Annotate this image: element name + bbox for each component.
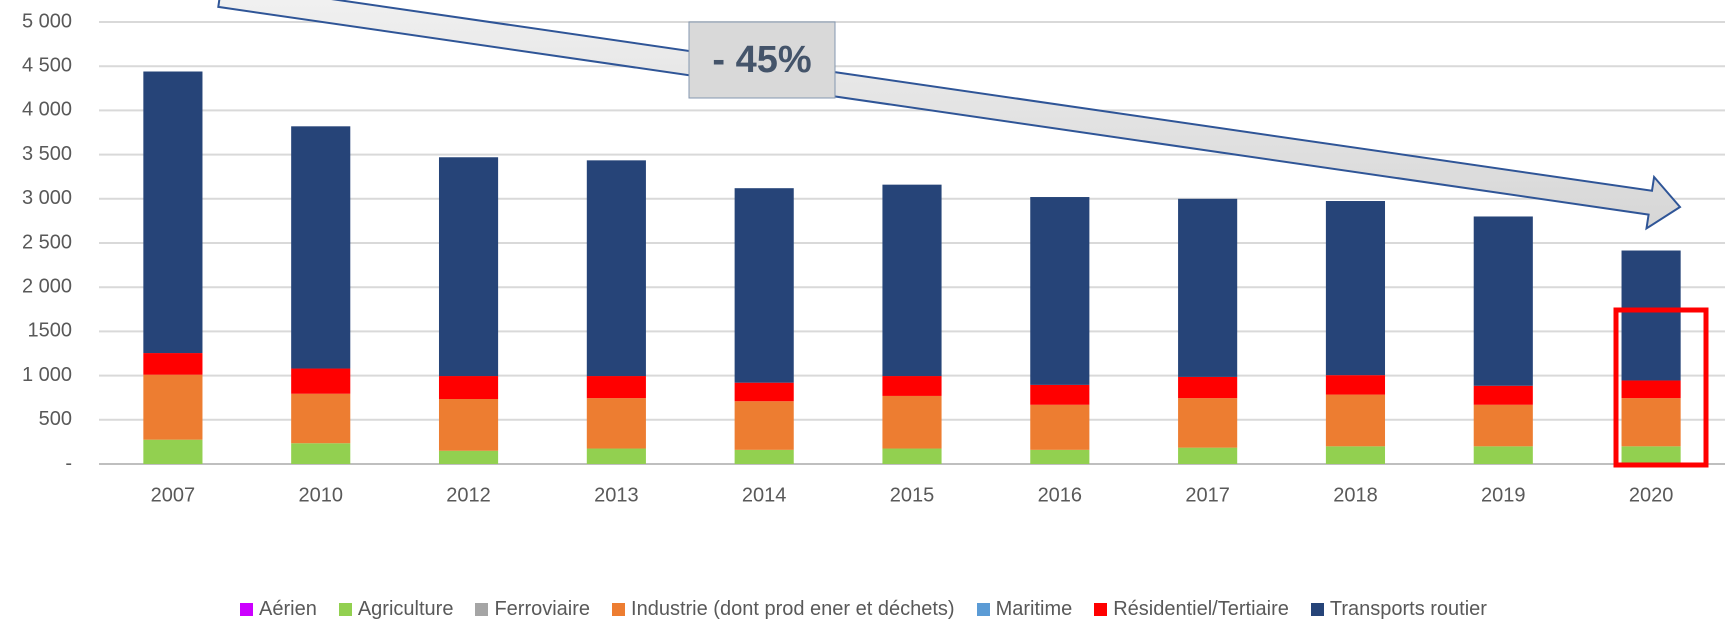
y-tick-label: - (65, 452, 72, 474)
bar-segment (1178, 198, 1238, 377)
x-tick-label: 2013 (594, 484, 639, 506)
legend-swatch (612, 603, 626, 616)
x-tick-label: 2016 (1038, 484, 1083, 506)
legend-swatch (1094, 603, 1108, 616)
legend-swatch (475, 603, 489, 616)
x-tick-label: 2014 (742, 484, 787, 506)
trend-arrow (217, 0, 1682, 231)
y-tick-label: 4 000 (22, 99, 72, 121)
annotation-box (688, 21, 836, 99)
x-tick-label: 2019 (1481, 484, 1526, 506)
legend-item: Industrie (dont prod ener et déchets) (612, 598, 955, 621)
bar-segment (143, 439, 203, 464)
chart: - 500 1 000 1500 2 000 2 500 3 000 3 500 4 000 4 … (22, 0, 1725, 506)
bar-segment (143, 71, 203, 354)
y-tick-label: 5 000 (22, 10, 72, 32)
bar-segment (1473, 385, 1533, 405)
legend-item: Transports routier (1310, 598, 1487, 621)
bar-segment (1325, 201, 1386, 376)
annotation: - 45% (712, 39, 811, 81)
legend-item: Résidentiel/Tertiaire (1094, 598, 1289, 621)
bar-segment (143, 374, 203, 440)
bar-segment (1325, 375, 1386, 395)
legend-swatch (1310, 603, 1324, 616)
bar-segment (1621, 380, 1681, 399)
bar-segment (438, 450, 499, 464)
bar-segment (1473, 216, 1533, 386)
bar-segment (1325, 446, 1386, 464)
legend-item: Aérien (240, 598, 317, 621)
bar-segment (1325, 394, 1386, 447)
legend-label: Industrie (dont prod ener et déchets) (631, 598, 955, 620)
bar-segment (143, 353, 203, 375)
bar-segment (734, 449, 794, 464)
legend-item: Ferroviaire (475, 598, 590, 621)
bar-segment (1030, 404, 1090, 450)
y-tick-label: 3 000 (22, 187, 72, 209)
y-tick-label: 3 500 (22, 143, 72, 165)
bar-segment (1473, 446, 1533, 464)
grid: - 500 1 000 1500 2 000 2 500 3 000 3 500 4 000 4 … (22, 10, 1725, 474)
x-tick-label: 2010 (298, 484, 343, 506)
bar-segment (734, 188, 794, 383)
bar-segment (586, 160, 646, 377)
bar-segment (586, 398, 646, 449)
legend-label: Transports routier (1329, 598, 1487, 620)
bar-segment (291, 368, 351, 394)
legend-swatch (976, 603, 990, 616)
x-tick-label: 2017 (1185, 484, 1230, 506)
bar-segment (291, 126, 351, 369)
legend-label: Aérien (259, 598, 317, 620)
x-tick-label: 2015 (890, 484, 935, 506)
bar-segment (1473, 404, 1533, 447)
y-tick-label: 2 000 (22, 275, 72, 297)
legend-label: Résidentiel/Tertiaire (1113, 598, 1289, 620)
x-tick-label: 2007 (151, 484, 196, 506)
bar-segment (1621, 446, 1681, 464)
bar-segment (438, 376, 499, 400)
bars: 2007 2010 2012 2013 2014 2015 2016 2017 2018 2019… (143, 71, 1681, 506)
bar-segment (1030, 449, 1090, 464)
bar-segment (1178, 447, 1238, 464)
bar-segment (1621, 250, 1681, 381)
bar-segment (1621, 398, 1681, 447)
bar-segment (291, 393, 351, 444)
bar-segment (586, 448, 646, 464)
legend-label: Maritime (995, 598, 1073, 620)
bar-segment (734, 382, 794, 402)
legend: Aérien Agriculture Ferroviaire Industrie (d… (0, 598, 1727, 621)
highlight-box (1613, 307, 1709, 468)
y-tick-label: 500 (39, 408, 72, 430)
legend-swatch (240, 603, 254, 616)
y-tick-label: 1 000 (22, 364, 72, 386)
bar-segment (1030, 384, 1090, 405)
legend-label: Agriculture (357, 598, 454, 620)
legend-swatch (338, 603, 352, 616)
legend-item: Agriculture (338, 598, 454, 621)
bar-segment (1030, 197, 1090, 385)
x-tick-label: 2012 (446, 484, 491, 506)
bar-segment (438, 157, 499, 377)
y-tick-label: 4 500 (22, 54, 72, 76)
bar-segment (291, 443, 351, 464)
x-tick-label: 2020 (1629, 484, 1674, 506)
bar-segment (734, 401, 794, 450)
legend-label: Ferroviaire (494, 598, 591, 620)
bar-segment (882, 395, 942, 449)
bar-segment (882, 376, 942, 396)
bar-segment (882, 448, 942, 464)
x-tick-label: 2018 (1333, 484, 1378, 506)
bar-segment (1178, 376, 1238, 399)
bar-segment (438, 399, 499, 451)
y-tick-label: 1500 (28, 320, 73, 342)
bar-segment (882, 184, 942, 377)
legend-item: Maritime (976, 598, 1073, 621)
bar-segment (586, 376, 646, 399)
y-tick-label: 2 500 (22, 231, 72, 253)
bar-segment (1178, 398, 1238, 448)
